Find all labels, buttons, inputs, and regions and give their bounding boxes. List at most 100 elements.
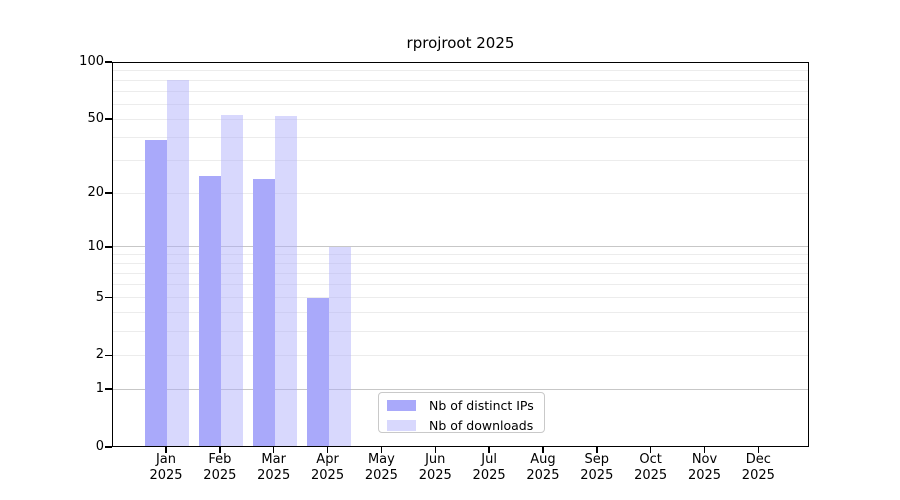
x-tick-mark [649,447,652,453]
plot-area [112,62,809,447]
x-tick-label-year: 2025 [203,468,237,483]
bar-distinct-ips-jan [145,139,167,446]
legend-swatch-distinct-ips [387,399,416,411]
bar-downloads-feb [220,114,243,446]
x-tick-label-year: 2025 [472,468,506,483]
x-tick-mark [596,447,598,453]
x-tick-label-year: 2025 [687,468,722,483]
y-tick-mark [105,246,112,248]
gridline-minor [113,79,808,81]
y-tick-label: 100 [79,54,104,69]
x-tick-label: Mar 2025 [244,452,304,484]
gridline-minor [113,297,808,299]
x-tick-mark [757,447,760,453]
x-tick-label-month: Apr [316,452,339,467]
legend-row-downloads: Nb of downloads [379,417,544,433]
bar-downloads-mar [274,116,297,446]
x-tick-label-year: 2025 [418,468,452,483]
gridline-minor [113,354,808,356]
x-tick-label: Dec 2025 [728,452,788,484]
bar-downloads-jan [167,79,189,446]
y-tick-mark [105,388,112,390]
x-tick-label-year: 2025 [257,468,291,483]
x-tick-label-year: 2025 [580,468,614,483]
y-tick-mark [105,354,112,357]
y-tick-label: 0 [95,439,104,454]
x-tick-label-year: 2025 [149,468,183,483]
x-tick-mark [434,447,436,453]
y-tick-label: 1 [95,381,104,397]
x-tick-mark [219,447,221,453]
gridline-minor [113,136,808,138]
y-tick-label: 20 [87,185,104,201]
legend-row-distinct-ips: Nb of distinct IPs [379,397,544,413]
x-tick-label-year: 2025 [364,468,398,483]
gridline-major [113,388,808,390]
x-tick-label-month: Dec [745,452,771,467]
x-tick-label: Jan 2025 [136,452,196,484]
x-tick-label: Nov 2025 [675,452,735,484]
y-tick-mark [105,118,112,120]
x-tick-mark [542,447,544,453]
x-tick-mark [703,447,706,453]
x-tick-label-month: Mar [261,452,286,467]
x-tick-label-month: Oct [639,452,662,467]
y-tick-label: 50 [87,111,104,126]
gridline-minor [113,273,808,275]
y-tick-label: 10 [87,238,104,254]
legend: Nb of distinct IPs Nb of downloads [378,392,545,433]
bar-distinct-ips-mar [252,178,275,446]
x-tick-mark [326,447,329,453]
x-tick-label-month: Sep [584,452,610,467]
bar-distinct-ips-feb [198,175,221,446]
gridline-minor [113,192,808,194]
x-tick-label-month: Nov [691,452,718,467]
bar-downloads-apr [328,247,351,446]
gridline-minor [113,312,808,314]
x-tick-mark [380,447,383,453]
x-tick-label-year: 2025 [634,468,668,483]
x-tick-label-month: May [367,452,395,467]
gridline-minor [113,263,808,265]
gridline-minor [113,254,808,256]
x-tick-label: Jun 2025 [405,452,465,484]
x-tick-label: Oct 2025 [621,452,681,484]
x-tick-label: May 2025 [351,452,411,484]
x-tick-label: Jul 2025 [459,452,519,484]
legend-label-distinct-ips: Nb of distinct IPs [429,397,534,413]
x-tick-mark [272,447,275,453]
x-tick-label: Feb 2025 [190,452,250,484]
x-tick-label-month: Jan [155,452,177,467]
y-tick-mark [105,192,112,194]
bar-distinct-ips-apr [306,298,329,446]
gridline-minor [113,90,808,92]
gridline-major [113,246,808,248]
x-tick-label: Sep 2025 [567,452,627,484]
gridline-minor [113,103,808,105]
gridline-minor [113,284,808,286]
x-tick-label-year: 2025 [526,468,560,483]
x-tick-mark [165,447,167,453]
x-tick-label: Apr 2025 [298,452,358,484]
x-tick-label: Aug 2025 [513,452,573,484]
x-tick-label-year: 2025 [311,468,345,483]
gridline-minor [113,70,808,72]
y-tick-mark [105,296,112,299]
y-tick-label: 5 [95,289,104,305]
gridline-minor [113,330,808,332]
legend-label-downloads: Nb of downloads [429,417,534,433]
x-tick-label-month: Feb [208,452,232,467]
legend-swatch-downloads [387,419,416,431]
y-tick-mark [105,61,112,63]
gridline-minor [113,160,808,162]
x-tick-label-year: 2025 [741,468,775,483]
chart-title: rprojroot 2025 [406,34,515,52]
x-tick-mark [488,447,490,453]
x-tick-label-month: Jun [425,452,446,467]
y-tick-label: 2 [95,347,104,363]
x-tick-label-month: Jul [481,452,497,467]
x-tick-label-month: Aug [530,452,556,467]
y-tick-mark [105,446,112,448]
gridline-minor [113,118,808,120]
